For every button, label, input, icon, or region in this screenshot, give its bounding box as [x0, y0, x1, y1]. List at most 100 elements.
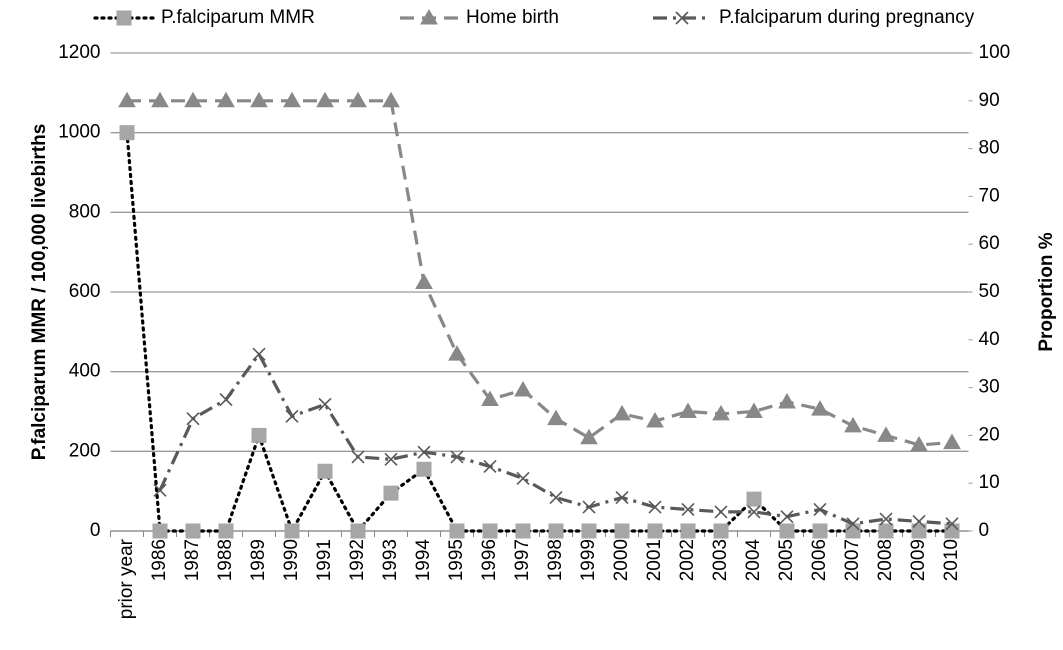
data-point: [219, 392, 233, 407]
legend-label: Home birth: [466, 7, 559, 28]
legend-swatch-marker: [675, 11, 689, 25]
x-tick-label: 2007: [842, 539, 863, 581]
x-tick-label: 2004: [743, 539, 764, 582]
x-tick-label: 1989: [248, 539, 269, 581]
data-point: [118, 91, 136, 108]
data-point: [844, 416, 862, 433]
data-point: [780, 510, 794, 524]
data-point: [186, 412, 200, 426]
data-point: [746, 491, 762, 507]
data-point: [879, 512, 893, 526]
data-point: [318, 397, 332, 411]
legend-swatch-marker: [420, 8, 438, 25]
x-tick-label: 2010: [941, 539, 962, 581]
data-point: [317, 463, 333, 479]
data-point: [153, 483, 167, 497]
x-tick-label: 2001: [644, 539, 665, 581]
data-point: [647, 523, 663, 539]
data-point: [945, 517, 959, 531]
data-point: [483, 459, 497, 474]
data-point: [349, 91, 367, 108]
y2-tick-label: 90: [979, 90, 1000, 111]
data-point: [912, 514, 926, 529]
y2-tick-label: 50: [979, 281, 1000, 302]
data-point: [846, 517, 860, 531]
data-point: [450, 450, 464, 464]
x-tick-label: 1998: [545, 539, 566, 581]
y-axis-title: P.falciparum MMR / 100,000 livebirths: [29, 124, 50, 461]
x-tick-label: 1995: [446, 539, 467, 581]
data-point: [151, 91, 169, 108]
data-point: [382, 91, 400, 108]
data-point: [384, 452, 398, 466]
y2-tick-label: 40: [979, 329, 1000, 350]
x-tick-label: 1991: [314, 539, 335, 581]
data-point: [648, 500, 662, 514]
data-point: [448, 345, 466, 361]
x-tick-label: 1997: [512, 539, 533, 581]
data-point: [548, 523, 564, 539]
data-point: [184, 91, 202, 108]
data-point: [449, 523, 465, 539]
data-point: [910, 435, 928, 452]
data-point: [580, 428, 598, 445]
data-point: [284, 523, 300, 539]
data-point: [646, 412, 664, 428]
data-point: [811, 400, 829, 416]
data-point: [351, 450, 365, 464]
data-point: [481, 390, 499, 407]
x-tick-label: 1992: [347, 539, 368, 581]
x-tick-label: 2008: [875, 539, 896, 581]
y2-tick-label: 30: [979, 377, 1000, 398]
series-line: [125, 131, 954, 535]
y2-tick-label: 70: [979, 185, 1000, 206]
data-point: [714, 505, 728, 519]
y-tick-label: 200: [69, 440, 101, 461]
legend-label: P.falciparum MMR: [161, 7, 315, 28]
data-point: [911, 523, 927, 539]
y2-tick-label: 80: [979, 138, 1000, 159]
x-tick-label: 1987: [182, 539, 203, 581]
data-point: [681, 502, 695, 517]
data-point: [218, 523, 234, 539]
x-tick-label: 1996: [479, 539, 500, 581]
x-tick-label: 1988: [215, 539, 236, 581]
x-tick-label: 1999: [578, 539, 599, 581]
data-point: [416, 461, 432, 477]
y-tick-label: 400: [69, 361, 101, 382]
x-tick-label: 1994: [413, 539, 434, 582]
data-point: [778, 392, 796, 409]
data-point: [581, 523, 597, 539]
x-tick-label: 2003: [710, 539, 731, 581]
data-point: [350, 523, 366, 539]
data-point: [252, 347, 266, 361]
x-tick-label: prior year: [116, 538, 137, 619]
data-point: [516, 471, 530, 485]
y2-tick-label: 10: [979, 472, 1000, 493]
data-point: [514, 380, 532, 397]
y2-tick-label: 60: [979, 233, 1000, 254]
data-point: [119, 125, 135, 141]
y2-tick-label: 100: [979, 42, 1011, 63]
y-tick-label: 1000: [58, 122, 100, 143]
y2-tick-label: 0: [979, 520, 990, 541]
data-point: [712, 404, 730, 421]
data-point: [943, 433, 961, 450]
y-tick-label: 0: [90, 520, 101, 541]
x-tick-label: 1993: [380, 539, 401, 581]
data-point: [747, 505, 761, 519]
data-point: [615, 490, 629, 505]
y2-tick-label: 20: [979, 424, 1000, 445]
x-tick-label: 1990: [281, 539, 302, 581]
data-point: [613, 404, 631, 421]
x-tick-label: 2005: [776, 539, 797, 581]
data-point: [812, 523, 828, 539]
y-tick-label: 600: [69, 281, 101, 302]
data-point: [813, 502, 827, 517]
data-point: [547, 409, 565, 426]
x-tick-label: 2009: [908, 539, 929, 581]
x-tick-label: 2006: [809, 539, 830, 581]
data-point: [515, 523, 531, 539]
series-line: [127, 99, 953, 447]
data-point: [878, 523, 894, 539]
